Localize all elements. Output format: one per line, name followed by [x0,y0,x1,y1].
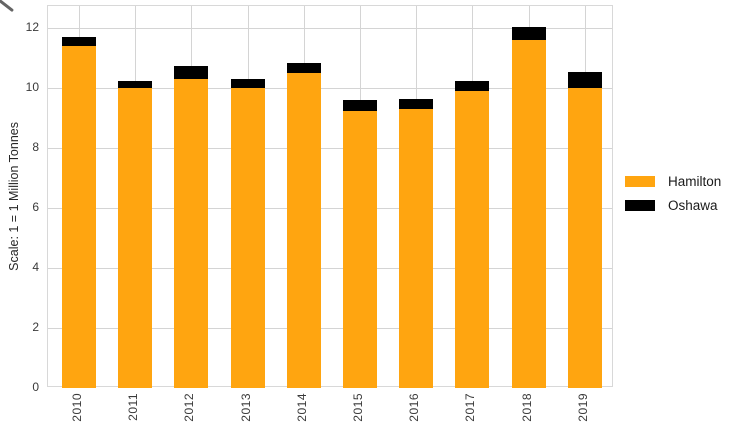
bar-segment-hamilton-2019 [567,88,602,388]
bar-segment-hamilton-2017 [455,91,490,388]
plot-area [47,5,613,388]
bar-segment-oshawa-2013 [230,79,265,88]
gridline-h-2 [48,328,612,329]
bar-segment-hamilton-2016 [399,109,434,388]
x-tick-label-2013: 2013 [238,393,253,422]
x-tick-label-2016: 2016 [407,393,422,422]
oshawa-swatch-icon [625,200,655,211]
y-tick-label-12: 12 [25,20,39,34]
x-tick-label-2011: 2011 [126,393,141,421]
bar-segment-hamilton-2012 [174,79,209,388]
bar-segment-oshawa-2019 [567,71,602,88]
y-tick-label-4: 4 [32,260,39,274]
bar-segment-oshawa-2015 [343,100,377,111]
bar-segment-oshawa-2011 [118,80,153,88]
bar-segment-hamilton-2013 [230,88,265,388]
legend-item-oshawa: Oshawa [625,198,721,213]
bar-segment-oshawa-2018 [511,26,546,40]
x-tick-label-2018: 2018 [519,393,534,422]
bar-segment-hamilton-2015 [343,110,377,388]
bar-segment-hamilton-2018 [511,40,546,388]
bar-segment-oshawa-2017 [455,80,490,91]
bar-segment-hamilton-2011 [118,88,153,388]
gridline-h-10 [48,88,612,89]
gridline-h-8 [48,148,612,149]
x-tick-label-2010: 2010 [70,393,84,422]
legend-item-hamilton: Hamilton [625,174,721,189]
x-tick-label-2015: 2015 [351,393,365,422]
legend-label-oshawa: Oshawa [668,198,718,213]
bar-segment-oshawa-2016 [399,98,434,109]
y-tick-label-10: 10 [25,80,39,94]
y-tick-label-2: 2 [32,320,39,334]
bar-segment-oshawa-2012 [174,65,209,79]
legend: Hamilton Oshawa [625,174,721,222]
legend-label-hamilton: Hamilton [668,174,722,189]
bar-segment-oshawa-2010 [62,37,96,46]
hamilton-swatch-icon [625,176,655,187]
gridline-h-12 [48,28,612,29]
x-tick-label-2017: 2017 [463,393,478,422]
y-tick-label-8: 8 [32,140,39,154]
gridline-h-4 [48,268,612,269]
gridline-h-6 [48,208,612,209]
bar-segment-oshawa-2014 [286,62,321,73]
y-tick-label-6: 6 [32,200,39,214]
y-tick-label-0: 0 [32,380,39,394]
x-tick-label-2012: 2012 [182,393,197,422]
bar-segment-hamilton-2014 [286,73,321,388]
x-tick-label-2014: 2014 [294,393,309,422]
x-tick-label-2019: 2019 [575,393,590,422]
bar-segment-hamilton-2010 [62,46,96,388]
